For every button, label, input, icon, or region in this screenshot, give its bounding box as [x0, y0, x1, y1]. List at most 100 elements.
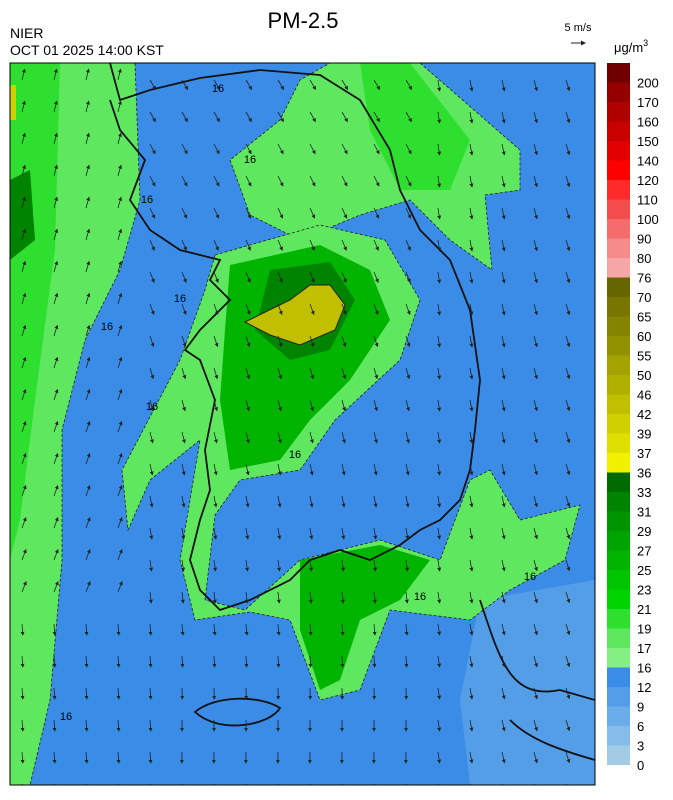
wind-arrow	[214, 784, 215, 795]
unit-base: μg/m	[614, 40, 643, 55]
colorbar-label: 42	[637, 407, 651, 422]
colorbar-label: 39	[637, 427, 651, 442]
colorbar-swatch	[607, 375, 630, 395]
wind-arrow	[470, 784, 472, 795]
colorbar-label: 200	[637, 76, 659, 91]
colorbar: 0369121617192123252729313336373942465055…	[607, 63, 659, 773]
colorbar-label: 16	[637, 661, 651, 676]
title: PM-2.5	[268, 8, 339, 33]
colorbar-label: 3	[637, 739, 644, 754]
colorbar-label: 21	[637, 602, 651, 617]
colorbar-swatch	[607, 570, 630, 590]
colorbar-label: 27	[637, 544, 651, 559]
colorbar-swatch	[607, 317, 630, 337]
contour-label: 16	[414, 591, 426, 603]
colorbar-swatch	[607, 668, 630, 688]
colorbar-label: 37	[637, 446, 651, 461]
contour-label: 16	[146, 401, 158, 413]
wind-arrow	[182, 784, 183, 795]
colorbar-swatch	[607, 687, 630, 707]
wind-arrow	[246, 784, 247, 795]
wind-arrow	[118, 784, 119, 795]
unit: μg/m3	[614, 38, 648, 55]
colorbar-label: 6	[637, 719, 644, 734]
colorbar-label: 150	[637, 134, 659, 149]
colorbar-label: 31	[637, 505, 651, 520]
contour-label: 16	[244, 154, 256, 166]
wind-arrow	[342, 784, 343, 795]
colorbar-label: 170	[637, 95, 659, 110]
colorbar-label: 110	[637, 193, 658, 208]
colorbar-label: 50	[637, 368, 651, 383]
wind-arrow	[566, 784, 569, 795]
colorbar-label: 80	[637, 251, 651, 266]
colorbar-swatch	[607, 531, 630, 551]
wind-arrow	[278, 784, 279, 795]
colorbar-label: 90	[637, 232, 651, 247]
colorbar-swatch	[607, 297, 630, 317]
colorbar-swatch	[607, 609, 630, 629]
colorbar-swatch	[607, 141, 630, 161]
contour-label: 16	[212, 83, 224, 95]
contour-label: 16	[60, 711, 72, 723]
colorbar-swatch	[607, 590, 630, 610]
contour-label: 16	[101, 321, 113, 333]
contour-label: 16	[174, 293, 186, 305]
colorbar-label: 120	[637, 173, 659, 188]
colorbar-swatch	[607, 258, 630, 278]
wind-arrow	[406, 784, 407, 795]
colorbar-swatch	[607, 180, 630, 200]
colorbar-swatch	[607, 434, 630, 454]
colorbar-swatch	[607, 63, 630, 83]
colorbar-swatch	[607, 473, 630, 493]
colorbar-label: 0	[637, 758, 644, 773]
colorbar-swatch	[607, 395, 630, 415]
colorbar-label: 46	[637, 388, 651, 403]
colorbar-label: 12	[637, 680, 651, 695]
colorbar-swatch	[607, 102, 630, 122]
colorbar-label: 55	[637, 349, 651, 364]
unit-exponent: 3	[643, 38, 648, 48]
colorbar-label: 17	[637, 641, 651, 656]
colorbar-swatch	[607, 278, 630, 298]
colorbar-swatch	[607, 356, 630, 376]
colorbar-label: 29	[637, 524, 651, 539]
colorbar-label: 23	[637, 583, 651, 598]
colorbar-swatch	[607, 83, 630, 103]
agency: NIER	[10, 25, 43, 41]
colorbar-swatch	[607, 219, 630, 239]
contour-label: 16	[289, 449, 301, 461]
wind-arrow	[150, 784, 151, 795]
colorbar-swatch	[607, 746, 630, 766]
contour-label: 16	[141, 194, 153, 206]
wind-arrow	[54, 784, 55, 795]
colorbar-label: 100	[637, 212, 659, 227]
colorbar-label: 160	[637, 115, 659, 130]
colorbar-swatch	[607, 122, 630, 142]
colorbar-label: 25	[637, 563, 651, 578]
colorbar-label: 19	[637, 622, 651, 637]
colorbar-label: 60	[637, 329, 651, 344]
colorbar-label: 36	[637, 466, 651, 481]
colorbar-swatch	[607, 629, 630, 649]
colorbar-swatch	[607, 512, 630, 532]
colorbar-swatch	[607, 336, 630, 356]
colorbar-label: 9	[637, 700, 644, 715]
wind-arrow	[86, 784, 87, 795]
colorbar-swatch	[607, 161, 630, 181]
map: 16 16 16 16 16 16 16 16 16 16	[10, 63, 595, 795]
colorbar-swatch	[607, 707, 630, 727]
wind-arrow	[310, 784, 311, 795]
wind-scale-label: 5 m/s	[565, 22, 592, 34]
timestamp: OCT 01 2025 14:00 KST	[10, 42, 164, 58]
colorbar-swatch	[607, 239, 630, 259]
wind-arrow	[534, 784, 537, 795]
colorbar-label: 70	[637, 290, 651, 305]
yellow-region	[10, 85, 16, 120]
wind-arrow	[22, 784, 23, 795]
colorbar-label: 65	[637, 310, 651, 325]
wind-arrow	[438, 784, 440, 795]
contour-label: 16	[524, 571, 536, 583]
colorbar-label: 33	[637, 485, 651, 500]
